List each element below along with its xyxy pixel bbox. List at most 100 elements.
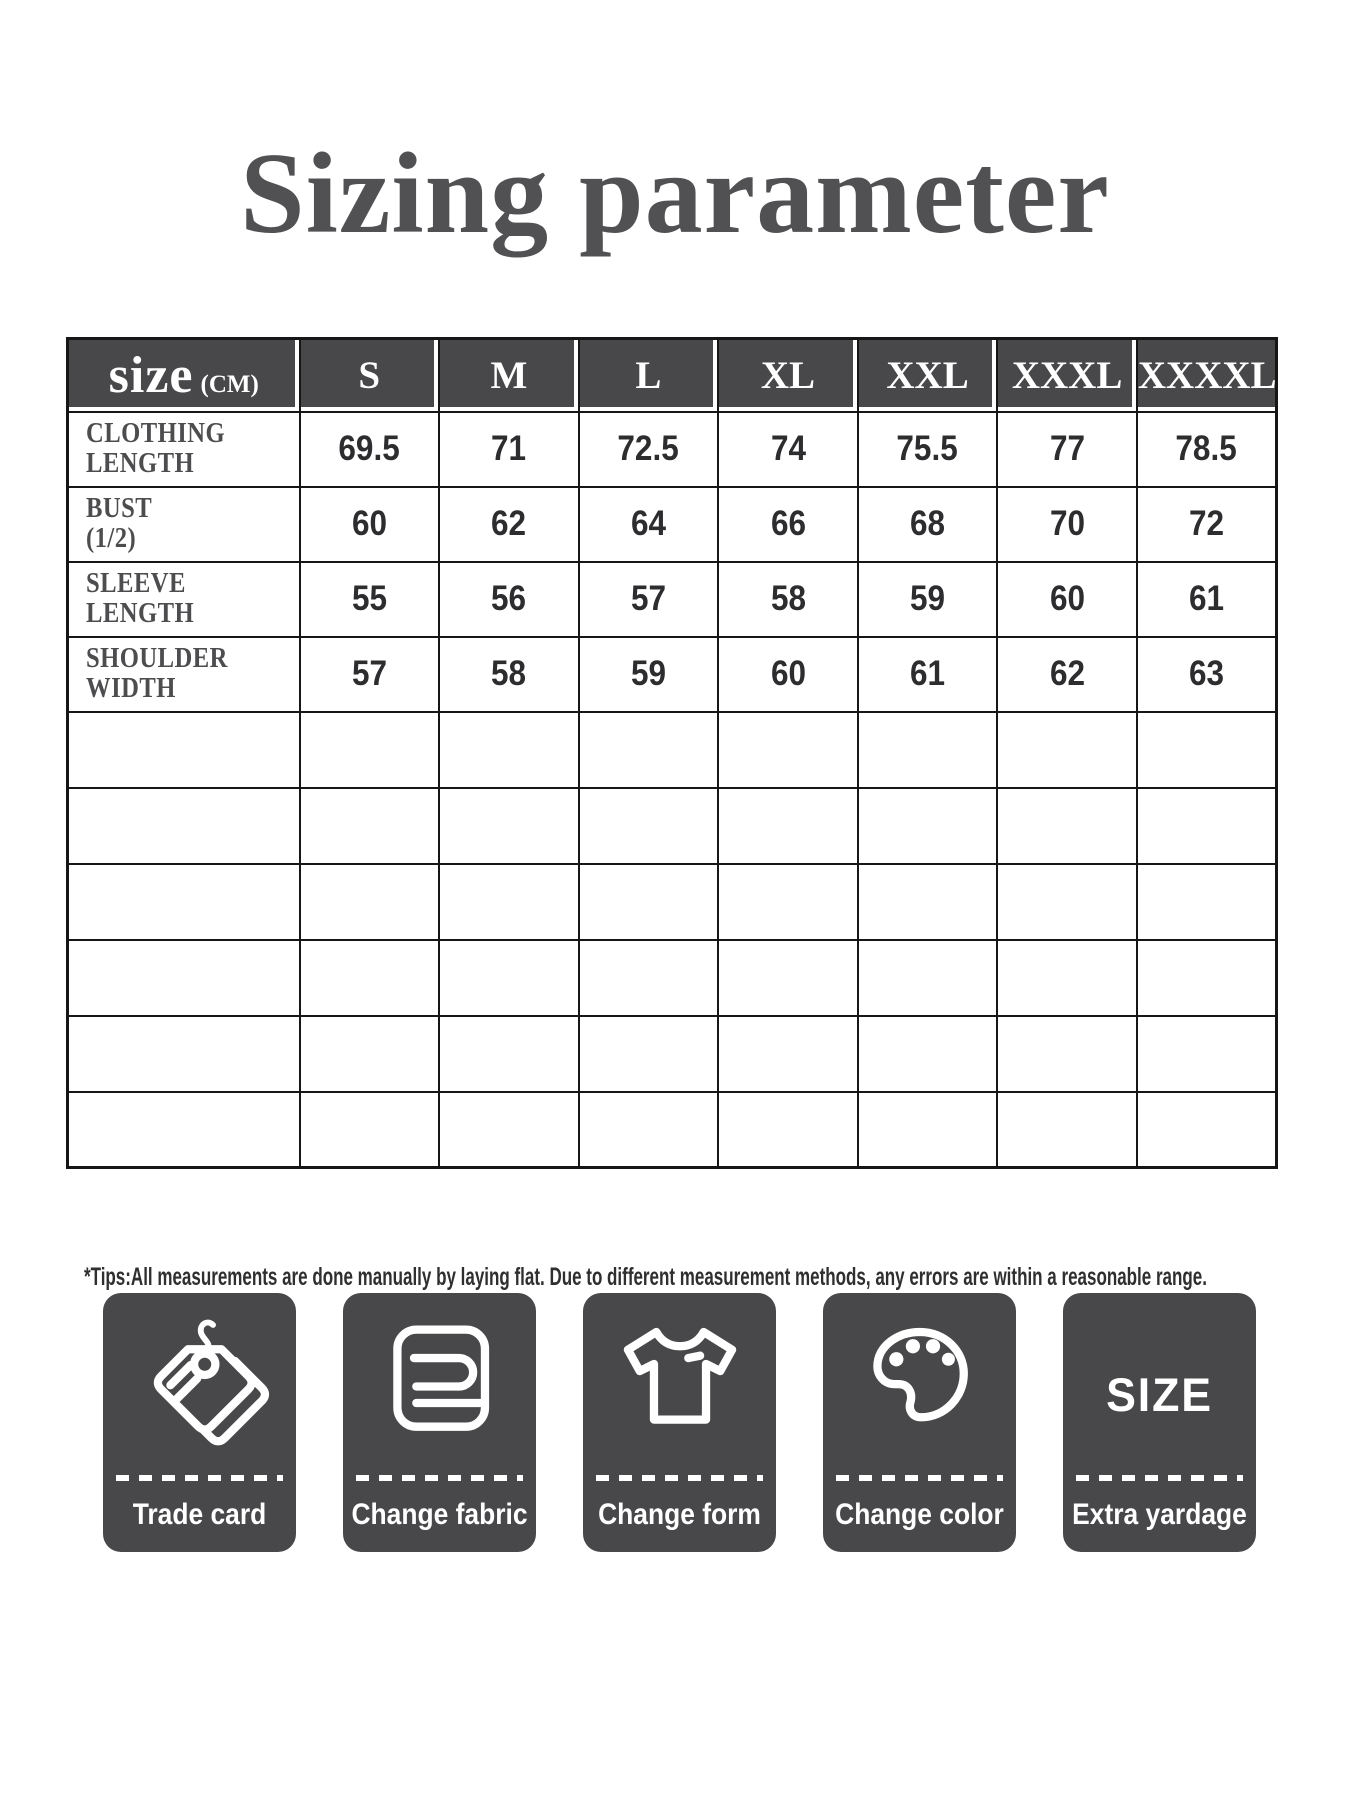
size-value-cell: 60: [298, 485, 441, 563]
column-header-s: S: [298, 337, 441, 413]
size-table-container: size (CM) S M L XL XXL XXXL XXXXL CLOTHIN…: [66, 337, 1278, 1169]
dashed-divider: [116, 1475, 283, 1481]
empty-row: [66, 938, 1278, 1017]
column-header-m: M: [438, 337, 580, 413]
table-header-row: size (CM) S M L XL XXL XXXL XXXXL: [66, 337, 1278, 413]
size-label: size: [108, 346, 194, 404]
empty-cell: [996, 1014, 1138, 1093]
size-value-cell: 78.5: [1135, 410, 1278, 488]
service-card-change-form: Change form: [583, 1293, 776, 1552]
size-value-cell: 57: [298, 635, 441, 713]
empty-cell: [438, 786, 580, 865]
empty-cell: [717, 862, 859, 941]
empty-cell: [1135, 1090, 1278, 1169]
row-label: SLEEVE LENGTH: [66, 560, 301, 638]
empty-cell: [577, 938, 720, 1017]
tshirt-icon: [609, 1303, 751, 1451]
empty-cell: [717, 710, 859, 789]
row-label: BUST (1/2): [66, 485, 301, 563]
empty-cell: [438, 710, 580, 789]
empty-cell: [298, 710, 441, 789]
column-header-xl: XL: [717, 337, 859, 413]
empty-cell: [577, 1014, 720, 1093]
size-value-cell: 60: [717, 635, 859, 713]
size-value-cell: 55: [298, 560, 441, 638]
service-card-change-fabric: Change fabric: [343, 1293, 536, 1552]
empty-cell: [1135, 862, 1278, 941]
empty-cell: [996, 786, 1138, 865]
empty-cell: [577, 1090, 720, 1169]
empty-cell: [438, 1014, 580, 1093]
page-title: Sizing parameter: [240, 130, 1110, 258]
size-value-cell: 59: [577, 635, 720, 713]
size-value-cell: 61: [856, 635, 999, 713]
size-value-cell: 75.5: [856, 410, 999, 488]
table-row-bust: BUST (1/2) 60 62 64 66 68 70 72: [66, 485, 1278, 563]
table-row-sleeve-length: SLEEVE LENGTH 55 56 57 58 59 60 61: [66, 560, 1278, 638]
size-word-icon: SIZE: [1106, 1368, 1213, 1421]
empty-row: [66, 710, 1278, 789]
empty-cell: [856, 1090, 999, 1169]
empty-cell: [996, 710, 1138, 789]
size-value-cell: 62: [438, 485, 580, 563]
dashed-divider: [596, 1475, 763, 1481]
size-value-cell: 77: [996, 410, 1138, 488]
empty-row: [66, 786, 1278, 865]
empty-row: [66, 1014, 1278, 1093]
empty-cell: [1135, 1014, 1278, 1093]
empty-cell: [856, 710, 999, 789]
empty-cell: [717, 786, 859, 865]
card-label: Trade card: [132, 1498, 267, 1531]
column-header-l: L: [577, 337, 720, 413]
size-value-cell: 61: [1135, 560, 1278, 638]
empty-cell: [577, 786, 720, 865]
palette-icon: [849, 1303, 991, 1451]
size-value-cell: 56: [438, 560, 580, 638]
empty-cell: [438, 1090, 580, 1169]
empty-cell: [1135, 938, 1278, 1017]
empty-cell: [996, 862, 1138, 941]
empty-cell: [66, 710, 301, 789]
empty-cell: [298, 1014, 441, 1093]
card-label: Extra yardage: [1072, 1498, 1247, 1531]
row-label: CLOTHING LENGTH: [66, 410, 301, 488]
size-value-cell: 58: [438, 635, 580, 713]
size-unit-header: size (CM): [66, 337, 301, 413]
service-card-change-color: Change color: [823, 1293, 1016, 1552]
empty-cell: [66, 938, 301, 1017]
card-label: Change fabric: [351, 1498, 528, 1531]
size-value-cell: 58: [717, 560, 859, 638]
empty-cell: [1135, 710, 1278, 789]
price-tags-icon: [129, 1303, 271, 1451]
empty-cell: [856, 1014, 999, 1093]
size-value-cell: 60: [996, 560, 1138, 638]
empty-cell: [66, 1014, 301, 1093]
size-value-cell: 70: [996, 485, 1138, 563]
empty-cell: [1135, 786, 1278, 865]
size-unit: (CM): [200, 370, 259, 398]
dashed-divider: [1076, 1475, 1243, 1481]
size-value-cell: 57: [577, 560, 720, 638]
empty-cell: [577, 862, 720, 941]
empty-cell: [66, 786, 301, 865]
empty-row: [66, 1090, 1278, 1169]
empty-cell: [298, 862, 441, 941]
size-value-cell: 64: [577, 485, 720, 563]
size-value-cell: 74: [717, 410, 859, 488]
empty-cell: [66, 1090, 301, 1169]
folded-fabric-icon: [369, 1303, 511, 1451]
dashed-divider: [356, 1475, 523, 1481]
column-header-xxl: XXL: [856, 337, 999, 413]
row-label: SHOULDER WIDTH: [66, 635, 301, 713]
size-value-cell: 66: [717, 485, 859, 563]
empty-cell: [438, 938, 580, 1017]
column-header-xxxxl: XXXXL: [1135, 337, 1278, 413]
empty-cell: [996, 1090, 1138, 1169]
empty-cell: [298, 786, 441, 865]
service-card-trade-card: Trade card: [103, 1293, 296, 1552]
size-value-cell: 72: [1135, 485, 1278, 563]
tips-note: *Tips:All measurements are done manually…: [84, 1263, 1207, 1291]
table-row-shoulder-width: SHOULDER WIDTH 57 58 59 60 61 62 63: [66, 635, 1278, 713]
column-header-xxxl: XXXL: [996, 337, 1138, 413]
